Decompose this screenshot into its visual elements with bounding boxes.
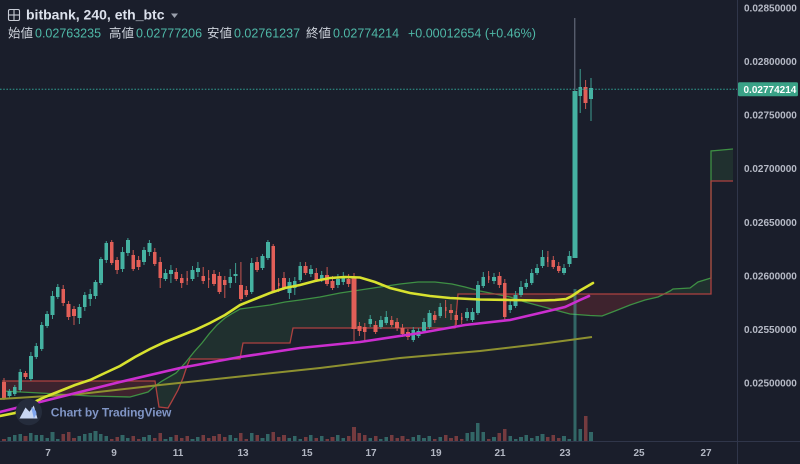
svg-text:0.02850000: 0.02850000 bbox=[744, 4, 797, 15]
svg-text:17: 17 bbox=[365, 448, 377, 459]
svg-text:Chart by TradingView: Chart by TradingView bbox=[51, 406, 172, 420]
svg-text:0.02600000: 0.02600000 bbox=[744, 271, 797, 282]
svg-text:15: 15 bbox=[301, 448, 313, 459]
svg-text:高値: 高値 bbox=[109, 26, 134, 41]
svg-text:21: 21 bbox=[494, 448, 506, 459]
svg-text:25: 25 bbox=[633, 448, 645, 459]
svg-text:0.02761237: 0.02761237 bbox=[234, 27, 300, 41]
svg-text:0.02774214: 0.02774214 bbox=[333, 27, 399, 41]
svg-text:終値: 終値 bbox=[306, 26, 331, 41]
svg-text:0.02777206: 0.02777206 bbox=[136, 27, 202, 41]
svg-text:9: 9 bbox=[111, 448, 117, 459]
svg-text:0.02650000: 0.02650000 bbox=[744, 218, 797, 229]
svg-text:23: 23 bbox=[559, 448, 571, 459]
svg-text:+0.00012654 (+0.46%): +0.00012654 (+0.46%) bbox=[408, 27, 536, 41]
svg-text:0.02700000: 0.02700000 bbox=[744, 164, 797, 175]
svg-text:安値: 安値 bbox=[207, 26, 232, 41]
svg-text:27: 27 bbox=[700, 448, 712, 459]
svg-text:0.02500000: 0.02500000 bbox=[744, 379, 797, 390]
svg-text:0.02550000: 0.02550000 bbox=[744, 325, 797, 336]
svg-text:19: 19 bbox=[430, 448, 442, 459]
svg-text:0.02750000: 0.02750000 bbox=[744, 111, 797, 122]
svg-text:0.02774214: 0.02774214 bbox=[744, 85, 797, 96]
svg-text:bitbank, 240, eth_btc: bitbank, 240, eth_btc bbox=[26, 7, 165, 23]
svg-text:11: 11 bbox=[173, 448, 184, 459]
svg-text:始値: 始値 bbox=[8, 26, 33, 41]
svg-text:7: 7 bbox=[45, 448, 51, 459]
svg-text:0.02800000: 0.02800000 bbox=[744, 57, 797, 68]
svg-text:13: 13 bbox=[237, 448, 249, 459]
svg-text:0.02763235: 0.02763235 bbox=[35, 27, 101, 41]
